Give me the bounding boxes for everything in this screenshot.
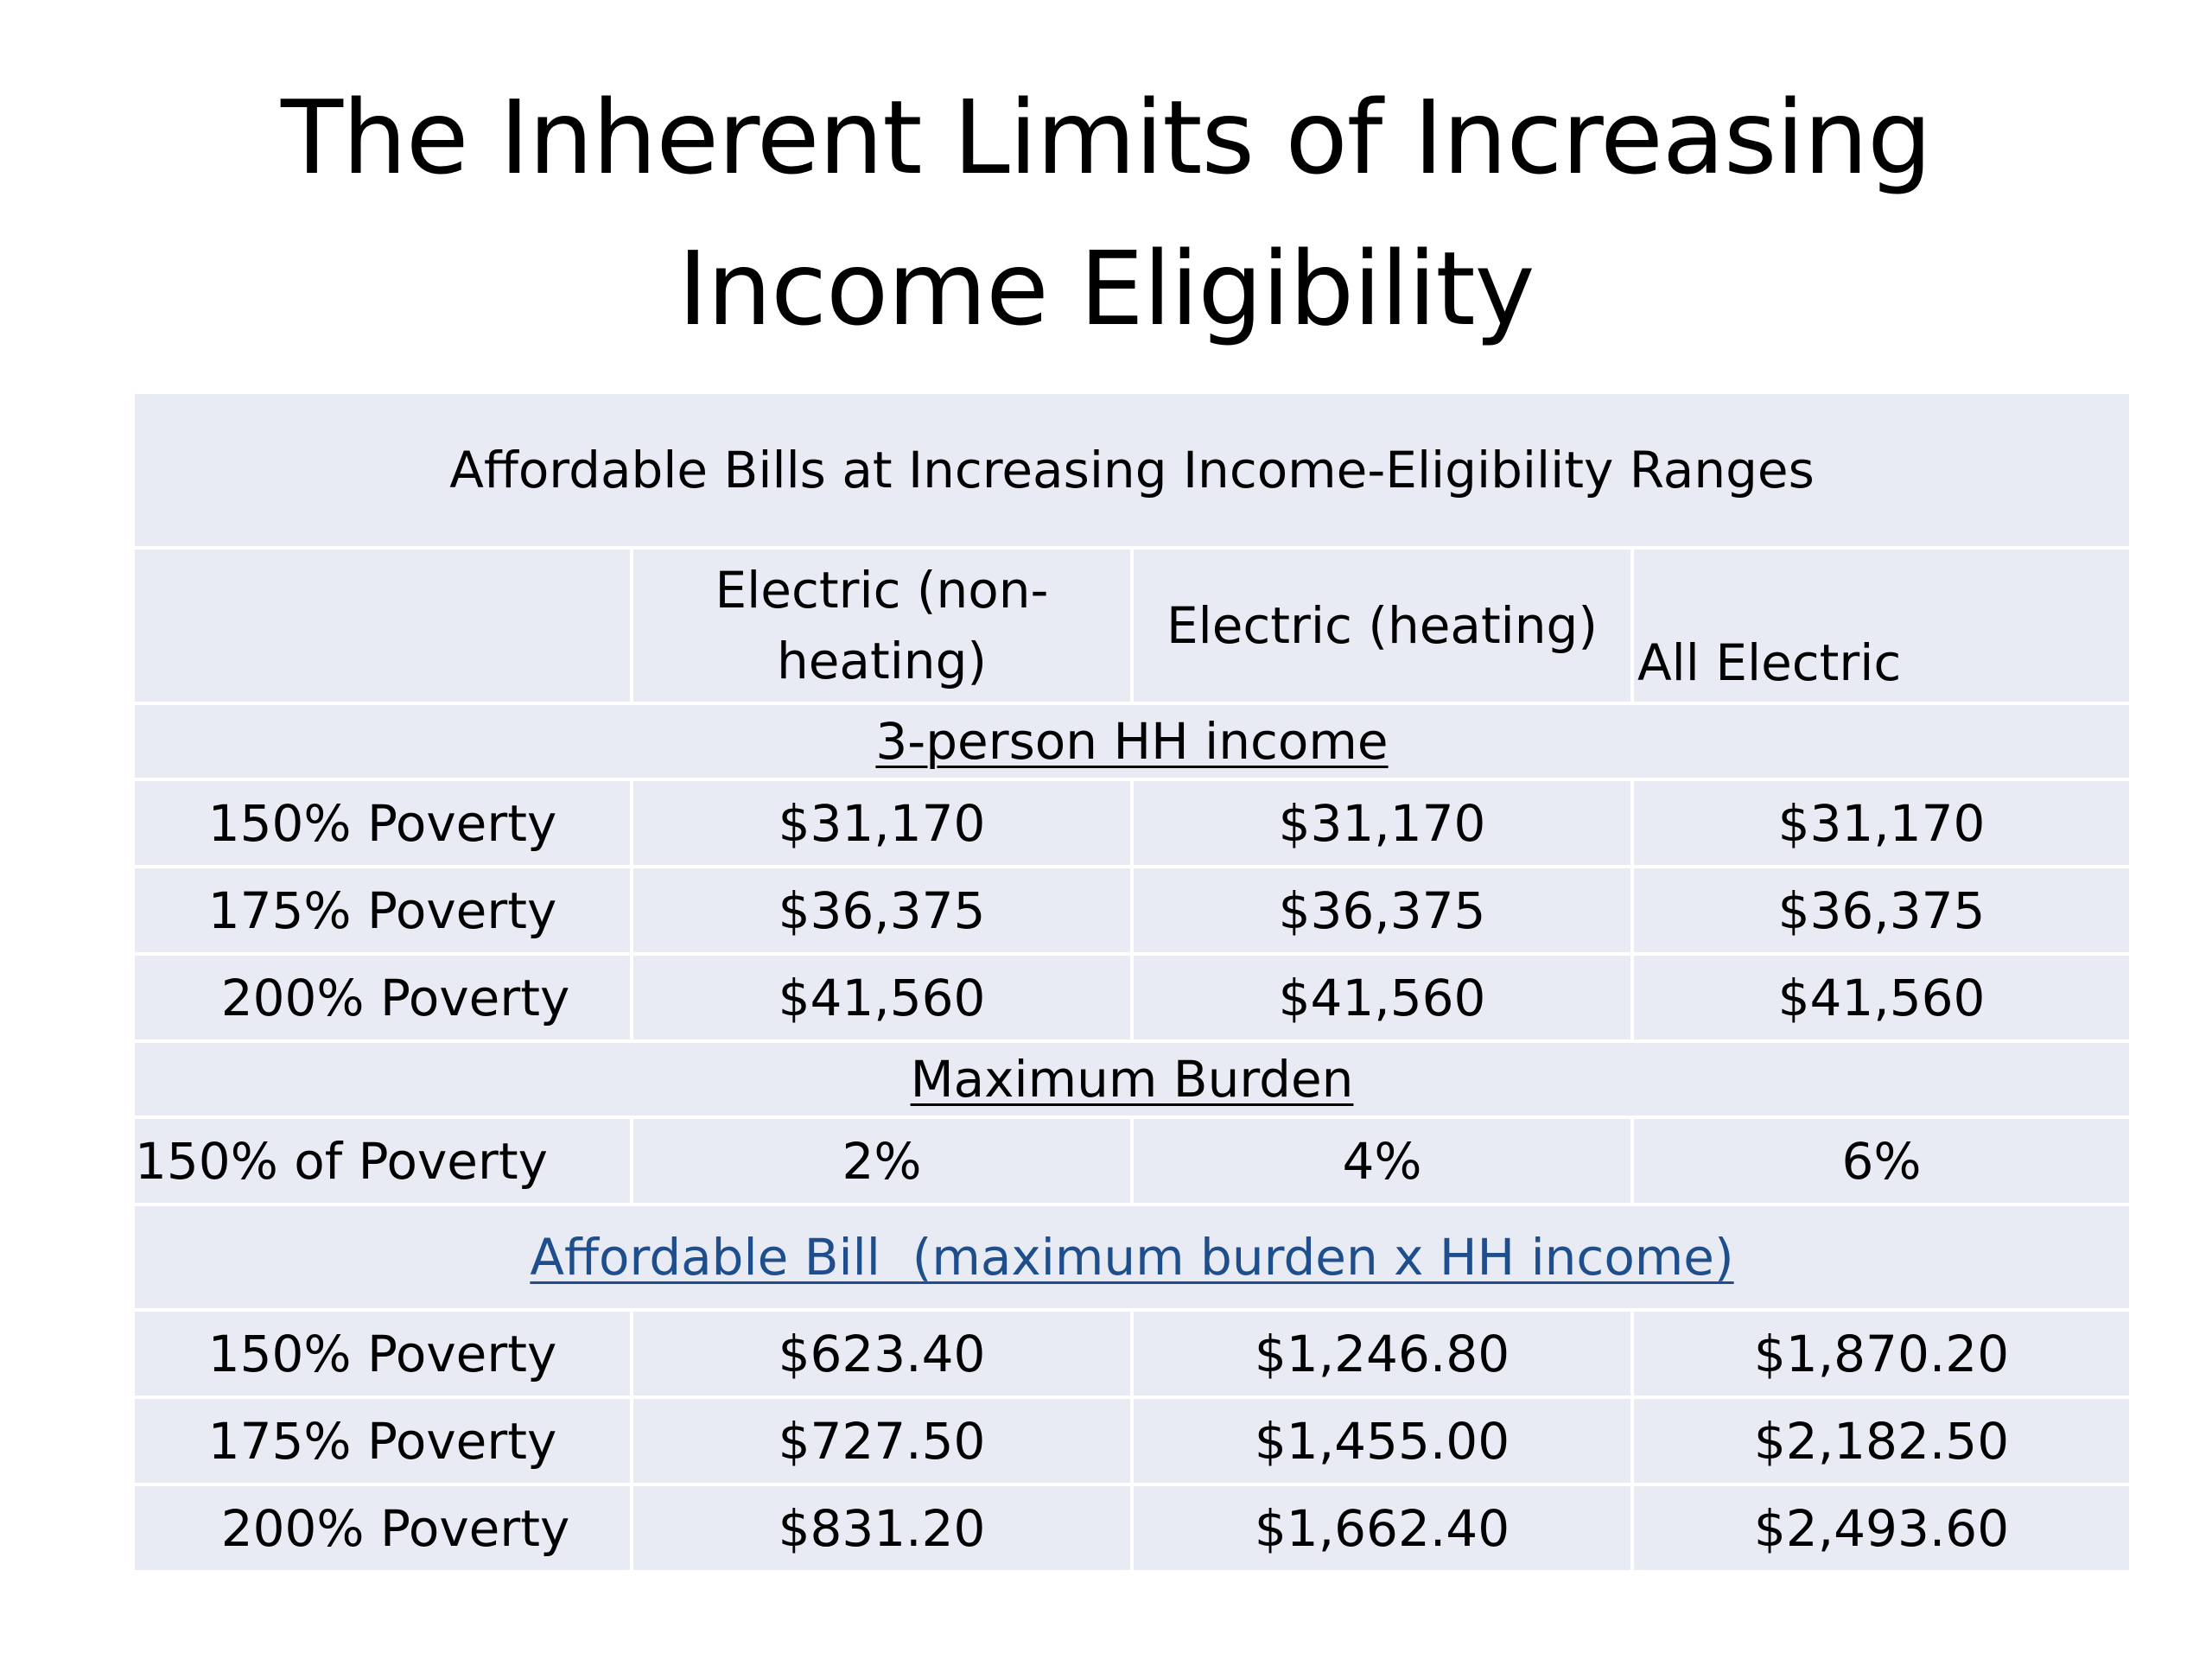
row-label: 150% Poverty — [131, 778, 633, 868]
slide-title-line-1: The Inherent Limits of Increasing — [280, 78, 1932, 197]
row-label: 200% Poverty — [131, 952, 633, 1043]
table-cell: $1,662.40 — [1130, 1483, 1634, 1573]
row-label: 175% Poverty — [131, 865, 633, 956]
section-title-cell: Affordable Bill (maximum burden x HH inc… — [131, 1203, 2133, 1312]
table-row: 150% Poverty $31,170 $31,170 $31,170 — [131, 778, 2133, 868]
slide-title: The Inherent Limits of Increasing Income… — [0, 62, 2212, 365]
section-title-row: 3-person HH income — [131, 702, 2133, 781]
table-cell: $831.20 — [630, 1483, 1134, 1573]
table-cell: $41,560 — [1130, 952, 1634, 1043]
section-title-affordable-bill: Affordable Bill (maximum burden x HH inc… — [530, 1228, 1734, 1287]
column-header-row: Electric (non- heating) Electric (heatin… — [131, 546, 2133, 705]
table-cell: $31,170 — [1630, 778, 2133, 868]
column-header-electric-non-heating: Electric (non- heating) — [630, 546, 1134, 705]
table-cell: $1,455.00 — [1130, 1395, 1634, 1486]
table-cell: $41,560 — [1630, 952, 2133, 1043]
section-title-cell: Maximum Burden — [131, 1039, 2133, 1119]
table-cell: 2% — [630, 1116, 1134, 1206]
table-row: 175% Poverty $727.50 $1,455.00 $2,182.50 — [131, 1395, 2133, 1486]
table-row: 175% Poverty $36,375 $36,375 $36,375 — [131, 865, 2133, 956]
column-header-all-electric: All Electric — [1630, 546, 2133, 705]
column-header-electric-non-heating-line-1: Electric (non- — [715, 561, 1049, 620]
table-cell: $1,246.80 — [1130, 1308, 1634, 1399]
row-label: 150% of Poverty — [131, 1116, 633, 1206]
row-label: 150% Poverty — [131, 1308, 633, 1399]
table-cell: $36,375 — [1630, 865, 2133, 956]
table-cell: $41,560 — [630, 952, 1134, 1043]
table-row: 200% Poverty $831.20 $1,662.40 $2,493.60 — [131, 1483, 2133, 1573]
table-row: 150% of Poverty 2% 4% 6% — [131, 1116, 2133, 1206]
row-label: 200% Poverty — [131, 1483, 633, 1573]
section-title-hh-income: 3-person HH income — [875, 712, 1389, 771]
table-cell: 4% — [1130, 1116, 1634, 1206]
table-cell: $2,182.50 — [1630, 1395, 2133, 1486]
table-row: 150% Poverty $623.40 $1,246.80 $1,870.20 — [131, 1308, 2133, 1399]
table-caption-row: Affordable Bills at Increasing Income-El… — [131, 391, 2133, 550]
table-cell: $727.50 — [630, 1395, 1134, 1486]
section-title-cell: 3-person HH income — [131, 702, 2133, 781]
affordable-bills-table: Affordable Bills at Increasing Income-El… — [131, 391, 2133, 1573]
table-cell: $623.40 — [630, 1308, 1134, 1399]
section-title-row: Affordable Bill (maximum burden x HH inc… — [131, 1203, 2133, 1312]
section-title-maximum-burden: Maximum Burden — [910, 1050, 1354, 1109]
section-title-row: Maximum Burden — [131, 1039, 2133, 1119]
table-cell: $31,170 — [630, 778, 1134, 868]
table-row: 200% Poverty $41,560 $41,560 $41,560 — [131, 952, 2133, 1043]
table-cell: $36,375 — [1130, 865, 1634, 956]
table-cell: $36,375 — [630, 865, 1134, 956]
column-header-electric-heating: Electric (heating) — [1130, 546, 1634, 705]
table-cell: 6% — [1630, 1116, 2133, 1206]
table-caption: Affordable Bills at Increasing Income-El… — [131, 391, 2133, 550]
table-cell: $1,870.20 — [1630, 1308, 2133, 1399]
column-header-electric-non-heating-line-2: heating) — [776, 632, 988, 690]
column-header-empty — [131, 546, 633, 705]
row-label: 175% Poverty — [131, 1395, 633, 1486]
table-cell: $2,493.60 — [1630, 1483, 2133, 1573]
table-cell: $31,170 — [1130, 778, 1634, 868]
slide-title-line-2: Income Eligibility — [677, 229, 1535, 348]
